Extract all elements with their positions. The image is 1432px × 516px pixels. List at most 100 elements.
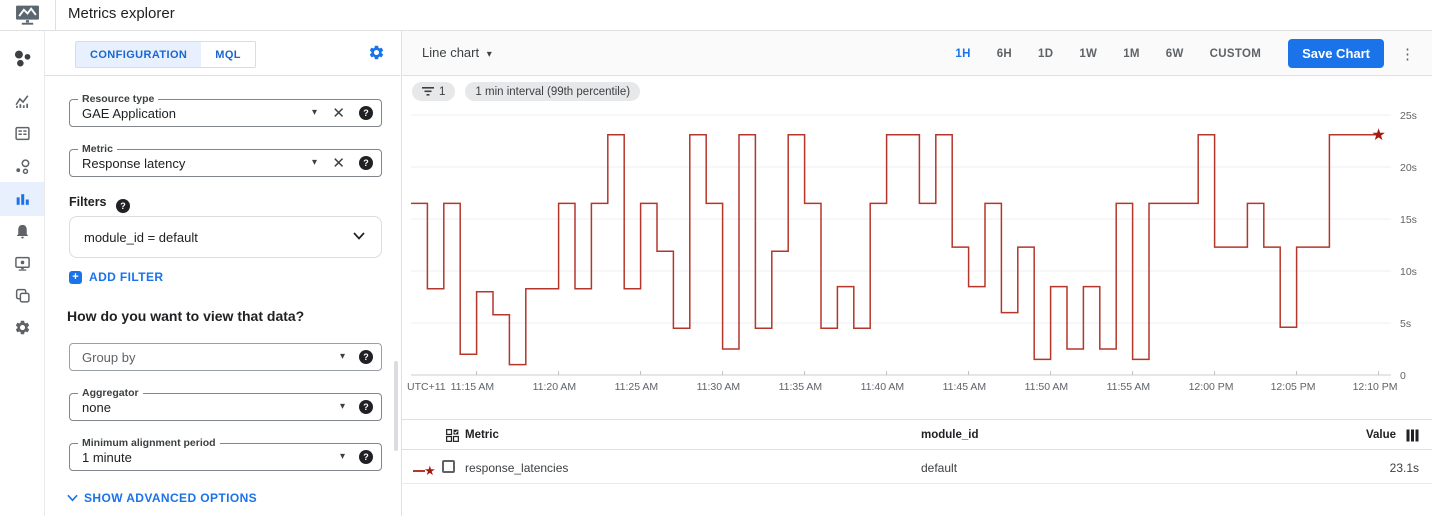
y-axis-label: 25s xyxy=(1400,110,1417,122)
y-axis-label: 20s xyxy=(1400,162,1417,174)
range-button-1m[interactable]: 1M xyxy=(1123,47,1140,60)
column-header-metric[interactable]: Metric xyxy=(465,429,499,441)
x-axis-label: 11:50 AM xyxy=(1024,381,1069,393)
x-axis-label: 11:35 AM xyxy=(778,381,823,393)
x-axis-label: 11:30 AM xyxy=(696,381,741,393)
sidebar-item-settings[interactable] xyxy=(0,311,44,343)
monitoring-logo-icon xyxy=(16,5,39,25)
y-axis-label: 0 xyxy=(1400,370,1406,382)
aggregator-value: none xyxy=(82,400,111,415)
help-icon[interactable]: ? xyxy=(359,106,373,120)
group-by-field[interactable]: Group by ▾ ? xyxy=(69,343,382,371)
config-tab-group: CONFIGURATION MQL xyxy=(75,41,256,68)
range-button-6w[interactable]: 6W xyxy=(1165,47,1184,60)
chart-type-dropdown[interactable]: Line chart ▾ xyxy=(422,45,492,60)
min-alignment-field[interactable]: Minimum alignment period 1 minute ▾ ? xyxy=(69,437,382,471)
column-header-module-id[interactable]: module_id xyxy=(921,429,979,441)
range-button-custom[interactable]: CUSTOM xyxy=(1209,47,1262,60)
sidebar-item-uptime-checks[interactable] xyxy=(0,247,44,279)
chevron-down-icon[interactable]: ▾ xyxy=(339,451,345,462)
sidebar-item-metrics-explorer[interactable] xyxy=(0,182,44,216)
filter-icon xyxy=(422,87,434,96)
cell-metric: response_latencies xyxy=(465,461,569,475)
save-chart-button[interactable]: Save Chart xyxy=(1288,39,1384,68)
clear-icon[interactable]: ✕ xyxy=(332,105,345,122)
help-icon[interactable]: ? xyxy=(359,400,373,414)
series-checkbox[interactable] xyxy=(442,460,455,473)
resource-type-label: Resource type xyxy=(78,93,159,105)
view-data-heading: How do you want to view that data? xyxy=(67,308,305,324)
tab-configuration[interactable]: CONFIGURATION xyxy=(76,42,202,67)
sidebar-item-overview[interactable] xyxy=(0,41,44,77)
chip-row: 1 1 min interval (99th percentile) xyxy=(412,82,641,101)
add-filter-label: ADD FILTER xyxy=(89,270,164,284)
services-icon xyxy=(15,158,29,174)
x-axis-label: 11:20 AM xyxy=(532,381,577,393)
help-icon[interactable]: ? xyxy=(359,156,373,170)
series-legend-swatch: ★ xyxy=(413,464,436,477)
chevron-down-icon[interactable]: ▾ xyxy=(311,157,317,168)
dashboards-icon xyxy=(14,126,30,140)
filter-count-chip[interactable]: 1 xyxy=(412,82,456,101)
show-advanced-options-button[interactable]: SHOW ADVANCED OPTIONS xyxy=(67,491,257,505)
select-all-series-icon[interactable] xyxy=(446,429,459,442)
cell-value: 23.1s xyxy=(1389,461,1419,475)
metric-field[interactable]: Metric Response latency ▾ ✕ ? xyxy=(69,143,382,177)
min-alignment-label: Minimum alignment period xyxy=(78,437,220,449)
help-icon[interactable]: ? xyxy=(359,450,373,464)
monitoring-logo-cell[interactable] xyxy=(0,0,56,30)
cell-module-id: default xyxy=(921,461,958,475)
add-filter-button[interactable]: + ADD FILTER xyxy=(69,270,163,284)
chevron-down-icon[interactable]: ▾ xyxy=(311,107,317,118)
y-axis-label: 10s xyxy=(1400,266,1417,278)
interval-chip[interactable]: 1 min interval (99th percentile) xyxy=(465,82,641,101)
chart-panel: Line chart ▾ 1H 6H 1D 1W 1M 6W CUSTOM Sa… xyxy=(401,31,1432,516)
clear-icon[interactable]: ✕ xyxy=(332,155,345,172)
x-axis-label: 11:15 AM xyxy=(450,381,495,393)
more-options-icon[interactable]: ⋮ xyxy=(1400,45,1415,63)
column-chooser-icon[interactable] xyxy=(1406,429,1419,442)
timezone-label: UTC+11 xyxy=(407,381,446,393)
advanced-options-label: SHOW ADVANCED OPTIONS xyxy=(84,491,258,505)
chevron-down-icon[interactable] xyxy=(353,232,365,240)
chevron-down-icon[interactable]: ▾ xyxy=(339,351,345,362)
range-button-6h[interactable]: 6H xyxy=(996,47,1013,60)
uptime-checks-icon xyxy=(14,256,30,271)
resource-type-field[interactable]: Resource type GAE Application ▾ ✕ ? xyxy=(69,93,382,127)
help-icon[interactable]: ? xyxy=(359,350,373,364)
chart-canvas xyxy=(411,114,1391,376)
range-button-1h[interactable]: 1H xyxy=(955,47,971,60)
sidebar-item-dashboards[interactable] xyxy=(0,117,44,149)
x-axis-label: 12:05 PM xyxy=(1270,381,1316,393)
min-alignment-value: 1 minute xyxy=(82,450,132,465)
time-range-group: 1H 6H 1D 1W 1M 6W CUSTOM Save Chart ⋮ xyxy=(942,31,1419,76)
help-icon[interactable]: ? xyxy=(116,199,130,213)
config-scrollbar[interactable] xyxy=(394,361,398,451)
chevron-down-icon[interactable]: ▾ xyxy=(339,401,345,412)
filter-expression: module_id = default xyxy=(84,230,198,245)
sidebar-item-metrics[interactable] xyxy=(0,84,44,116)
x-axis-label: 11:55 AM xyxy=(1106,381,1151,393)
sidebar-item-services[interactable] xyxy=(0,150,44,182)
range-button-1w[interactable]: 1W xyxy=(1079,47,1098,60)
tab-mql[interactable]: MQL xyxy=(201,42,255,67)
x-axis-label: 12:10 PM xyxy=(1352,381,1398,393)
line-chart[interactable]: 0 5s 10s 15s 20s 25s UTC+11 11:15 AM 11:20 AM 11:… xyxy=(402,100,1432,400)
settings-icon xyxy=(15,320,29,334)
table-row[interactable]: ★ response_latencies default 23.1s xyxy=(402,450,1432,484)
range-button-1d[interactable]: 1D xyxy=(1038,47,1054,60)
legend-table-header: Metric module_id Value xyxy=(402,419,1432,450)
series-line-icon xyxy=(413,470,425,472)
alerting-icon xyxy=(16,224,28,239)
filter-chip[interactable]: module_id = default xyxy=(69,216,382,258)
sidebar-item-alerting[interactable] xyxy=(0,215,44,247)
gear-icon[interactable] xyxy=(368,44,385,61)
page-title: Metrics explorer xyxy=(68,5,175,22)
column-header-value[interactable]: Value xyxy=(1365,429,1396,441)
aggregator-field[interactable]: Aggregator none ▾ ? xyxy=(69,387,382,421)
sidebar-item-groups[interactable] xyxy=(0,279,44,311)
y-axis-label: 15s xyxy=(1400,214,1417,226)
x-axis-label: 11:25 AM xyxy=(614,381,659,393)
resource-type-value: GAE Application xyxy=(82,106,176,121)
chevron-down-icon xyxy=(67,494,78,502)
